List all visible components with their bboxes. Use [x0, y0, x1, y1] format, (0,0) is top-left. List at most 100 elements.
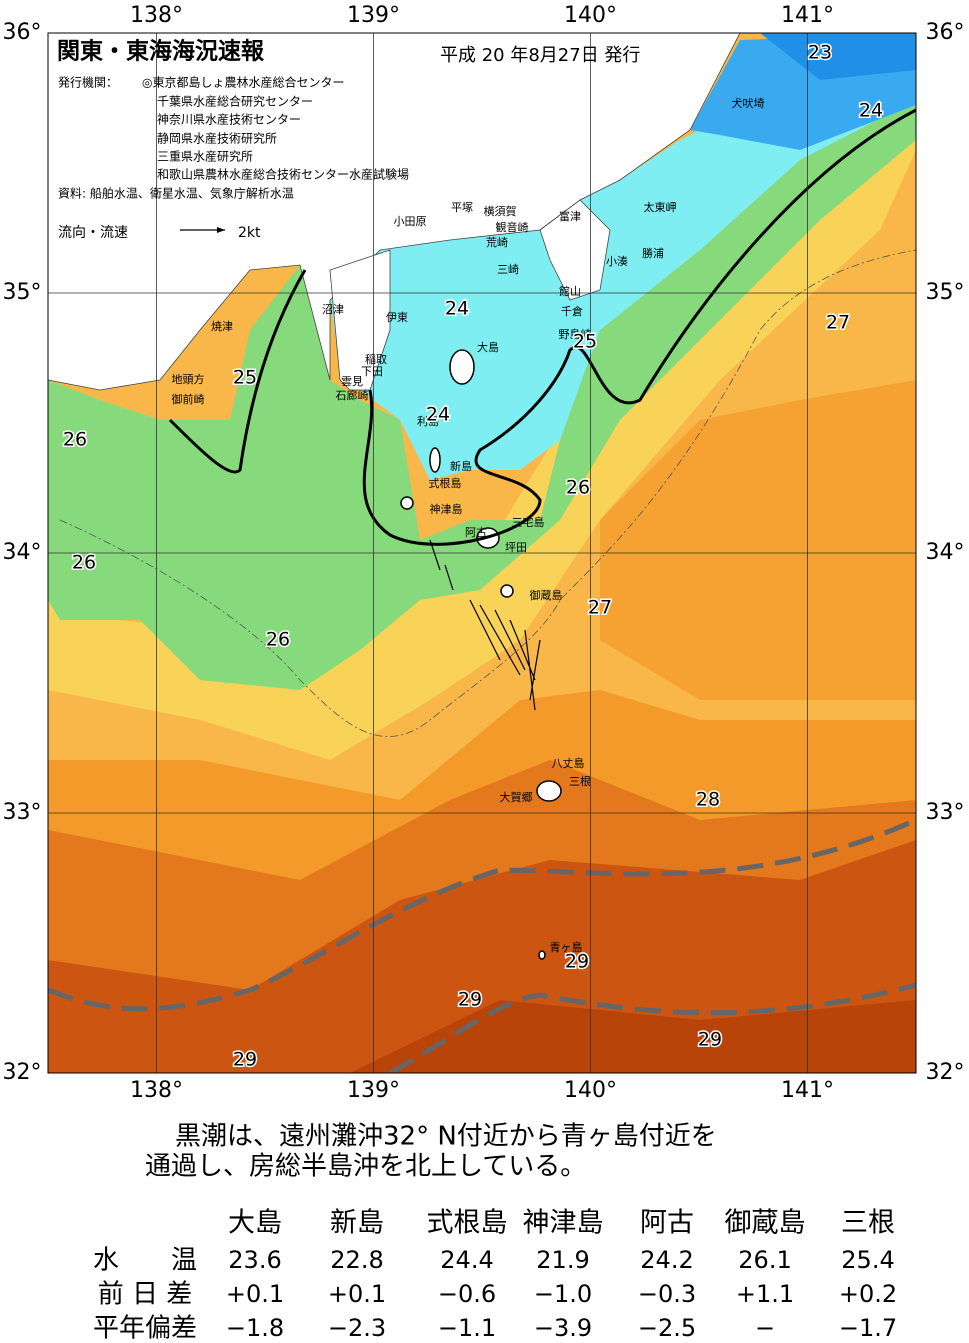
summary: 黒潮は、遠州灘沖32° N付近から青ヶ島付近を [175, 1122, 717, 1152]
place-name: 小湊 [606, 254, 628, 268]
isobath-line [59, 249, 916, 737]
table-cell: −2.3 [328, 1314, 386, 1342]
isotherm-label: 26 [266, 629, 290, 651]
issuer: ◎東京都島しょ農林水産総合センター [142, 75, 344, 90]
legend-speed: 2kt [238, 225, 261, 241]
kuroshio [48, 817, 916, 1073]
legend-label: 流向・流速 [58, 225, 128, 241]
isotherm-label: 28 [696, 789, 720, 811]
lon-label: 141° [781, 3, 834, 28]
place-name: 御蔵島 [530, 588, 563, 602]
kuroshio-edge [388, 982, 916, 1073]
table-cell: −1.8 [226, 1314, 284, 1342]
place-name: 太東岬 [644, 201, 677, 214]
lon-label: 139° [347, 3, 400, 28]
isobath [59, 249, 916, 737]
isotherm-label: 25 [233, 367, 257, 389]
place-name: 沼津 [322, 302, 344, 316]
place-name: 平塚 [451, 201, 473, 214]
isotherm-label: 27 [588, 597, 612, 619]
issuer-label: 発行機関： [58, 75, 118, 90]
map-frame [47, 32, 917, 1074]
table-cell: 25.4 [841, 1246, 894, 1274]
place-name: 三宅島 [512, 515, 545, 529]
table-cell: −1.7 [839, 1314, 897, 1342]
place-name: 伊東 [386, 311, 408, 324]
place-name: 新島 [450, 459, 472, 473]
table-cell: −1.1 [438, 1314, 496, 1342]
isotherm-line [362, 108, 916, 546]
table-cell: −3.9 [534, 1314, 592, 1342]
lon-label: 138° [130, 1078, 183, 1103]
zone [760, 33, 916, 80]
zone [600, 380, 916, 700]
table-cell: −0.3 [638, 1280, 696, 1308]
table-cell: 22.8 [330, 1246, 383, 1274]
place-name: 観音崎 [496, 220, 529, 234]
place-name: 地頭方 [172, 372, 205, 386]
place-name: 勝浦 [642, 246, 664, 260]
zone [48, 100, 916, 690]
island [500, 584, 514, 598]
issuer: 千葉県水産総合研究センター [157, 94, 313, 109]
column-header: 神津島 [523, 1208, 604, 1239]
isotherm-label: 29 [458, 989, 482, 1011]
place-name: 稲取 [365, 353, 387, 366]
place-name: 小田原 [394, 215, 427, 228]
table-cell: −0.6 [438, 1280, 496, 1308]
isotherm-label: 29 [233, 1049, 257, 1071]
zone [330, 60, 916, 480]
lon-label: 138° [130, 3, 183, 28]
row-label: 水 温 [93, 1246, 197, 1276]
place-name: 八丈島 [552, 756, 585, 770]
issuer: 静岡県水産技術研究所 [157, 131, 277, 146]
column-header: 御蔵島 [725, 1208, 806, 1239]
zone [48, 1000, 916, 1073]
place-name: 三崎 [497, 262, 519, 276]
place-name: 大島 [477, 340, 499, 354]
lat-label: 35° [926, 280, 965, 305]
isotherm-25 [168, 108, 916, 546]
issuer: 和歌山県農林水産総合技術センター水産試験場 [157, 167, 409, 182]
isotherm-label: 26 [72, 552, 96, 574]
lat-label: 33° [926, 800, 965, 825]
place-name: 石廊崎 [336, 388, 369, 402]
current-vectors [429, 539, 541, 711]
lon-label: 141° [781, 1078, 834, 1103]
isotherm-label: 24 [859, 100, 883, 122]
column-header: 式根島 [427, 1208, 508, 1239]
lat-label: 32° [3, 1060, 42, 1085]
isotherm-label: 26 [566, 477, 590, 499]
table-cell: −2.5 [638, 1314, 696, 1342]
sources: 資料: 船舶水温、衛星水温、気象庁解析水温 [58, 186, 294, 201]
isotherm-label: 24 [445, 298, 469, 320]
place-name: 利島 [417, 414, 439, 428]
table-cell: 26.1 [738, 1246, 791, 1274]
place-name: 阿古 [465, 526, 487, 539]
place-name: 式根島 [429, 476, 462, 490]
place-name: 千倉 [561, 304, 583, 318]
isotherm-label: 27 [826, 312, 850, 334]
date: 平成 20 年8月27日 発行 [440, 45, 640, 66]
table: 大島 新島 式根島 神津島 阿古 御蔵島 三根水 温 23.6 22.8 24.4 21.9 24.2… [93, 1208, 897, 1343]
place-name: 青ヶ島 [550, 940, 583, 954]
place-name: 坪田 [505, 541, 527, 554]
isotherm-label: 29 [565, 951, 589, 973]
land [539, 199, 611, 301]
place-name: 館山 [559, 284, 581, 298]
isotherm-label: 26 [63, 429, 87, 451]
lat-label: 34° [926, 540, 965, 565]
table-cell: +0.1 [226, 1280, 284, 1308]
title: 関東・東海海況速報 [57, 38, 265, 65]
kuroshio-edge [48, 817, 916, 1012]
place-name: 焼津 [211, 320, 233, 333]
zone [48, 840, 916, 1073]
lat-label: 36° [3, 20, 42, 45]
lat-label: 35° [3, 280, 42, 305]
lon-label: 139° [347, 1078, 400, 1103]
place-name: 大賀郷 [500, 790, 533, 804]
isotherm-line [168, 269, 307, 474]
current-arrows [429, 539, 541, 711]
place-name: 三根 [569, 774, 591, 788]
